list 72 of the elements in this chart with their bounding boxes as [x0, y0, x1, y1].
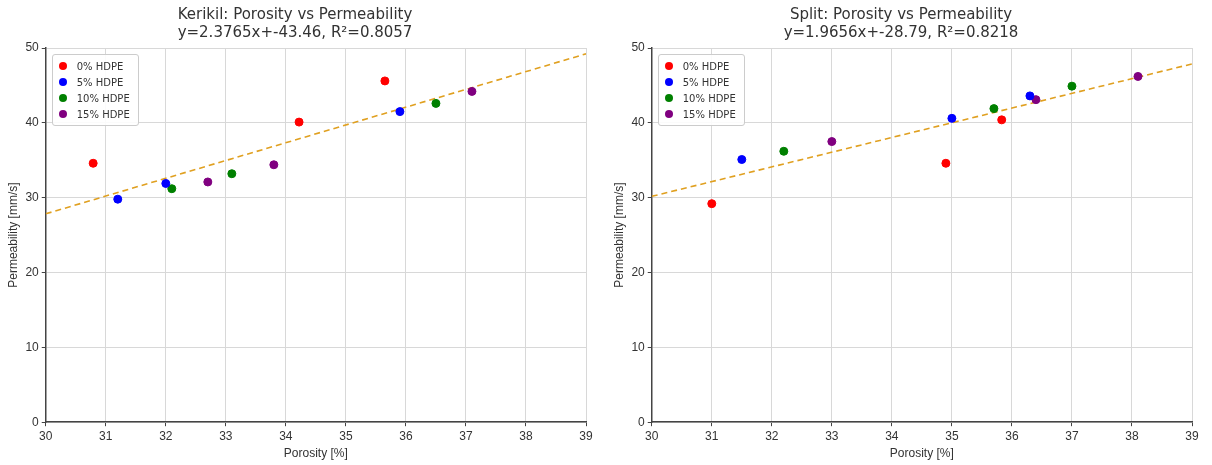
point — [269, 160, 279, 170]
y-tick-label: 10 — [631, 339, 646, 354]
point — [161, 178, 171, 188]
x-tick-label: 38 — [519, 428, 533, 443]
point — [395, 107, 405, 117]
x-tick-label: 35 — [339, 428, 353, 443]
point — [947, 113, 957, 123]
legend-label: 0% HDPE — [76, 60, 124, 72]
point — [88, 158, 98, 168]
y-tick-label: 50 — [25, 40, 40, 55]
point — [989, 104, 999, 114]
legend-label: 0% HDPE — [682, 60, 730, 72]
x-axis-title: Porosity [%] — [283, 446, 348, 461]
y-tick-label: 50 — [631, 40, 646, 55]
chart-subtitle: y=2.3765x+-43.46, R²=0.8057 — [177, 22, 413, 41]
point — [203, 177, 213, 187]
legend-label: 15% HDPE — [76, 108, 130, 120]
point — [779, 146, 789, 156]
y-tick-label: 40 — [631, 115, 646, 130]
point — [1067, 81, 1077, 91]
y-tick-label: 0 — [638, 414, 646, 429]
point — [1031, 95, 1041, 105]
x-axis-title: Porosity [%] — [889, 446, 954, 461]
chart-title: Kerikil: Porosity vs Permeability — [177, 4, 413, 23]
y-tick-label: 30 — [631, 189, 646, 204]
x-tick-label: 39 — [1185, 428, 1199, 443]
y-tick-label: 20 — [631, 264, 646, 279]
legend-label: 15% HDPE — [682, 108, 736, 120]
y-tick-label: 20 — [25, 264, 40, 279]
x-tick-label: 37 — [459, 428, 473, 443]
y-tick-label: 0 — [32, 414, 40, 429]
x-tick-label: 33 — [219, 428, 233, 443]
point — [227, 169, 237, 179]
x-tick-label: 32 — [159, 428, 173, 443]
point — [113, 194, 123, 204]
point — [380, 76, 390, 86]
y-tick-label: 30 — [25, 189, 40, 204]
point — [1025, 91, 1035, 101]
x-tick-label: 35 — [945, 428, 959, 443]
point — [294, 117, 304, 127]
x-tick-label: 34 — [279, 428, 293, 443]
legend-label: 5% HDPE — [76, 76, 124, 88]
point — [431, 98, 441, 108]
legend-label: 10% HDPE — [682, 92, 736, 104]
x-tick-label: 32 — [765, 428, 779, 443]
point — [167, 184, 177, 194]
x-tick-label: 31 — [99, 428, 113, 443]
point — [827, 137, 837, 147]
point — [737, 155, 747, 165]
chart-title: Split: Porosity vs Permeability — [789, 4, 1013, 23]
y-axis-title: Permeability [mm/s] — [5, 182, 20, 288]
x-tick-label: 30 — [645, 428, 659, 443]
x-tick-label: 30 — [39, 428, 53, 443]
y-axis-title: Permeability [mm/s] — [611, 182, 626, 288]
x-tick-label: 37 — [1065, 428, 1079, 443]
point — [997, 115, 1007, 125]
legend-label: 10% HDPE — [76, 92, 130, 104]
y-tick-label: 10 — [25, 339, 40, 354]
point — [941, 158, 951, 168]
x-tick-label: 36 — [1005, 428, 1019, 443]
x-tick-label: 34 — [885, 428, 899, 443]
x-tick-label: 39 — [579, 428, 593, 443]
x-tick-label: 33 — [825, 428, 839, 443]
x-tick-label: 36 — [399, 428, 413, 443]
chart-subtitle: y=1.9656x+-28.79, R²=0.8218 — [783, 22, 1019, 41]
legend-label: 5% HDPE — [682, 76, 730, 88]
point — [707, 199, 717, 209]
x-tick-label: 31 — [705, 428, 719, 443]
x-tick-label: 38 — [1125, 428, 1139, 443]
y-tick-label: 40 — [25, 115, 40, 130]
point — [467, 86, 477, 96]
point — [1133, 71, 1143, 81]
